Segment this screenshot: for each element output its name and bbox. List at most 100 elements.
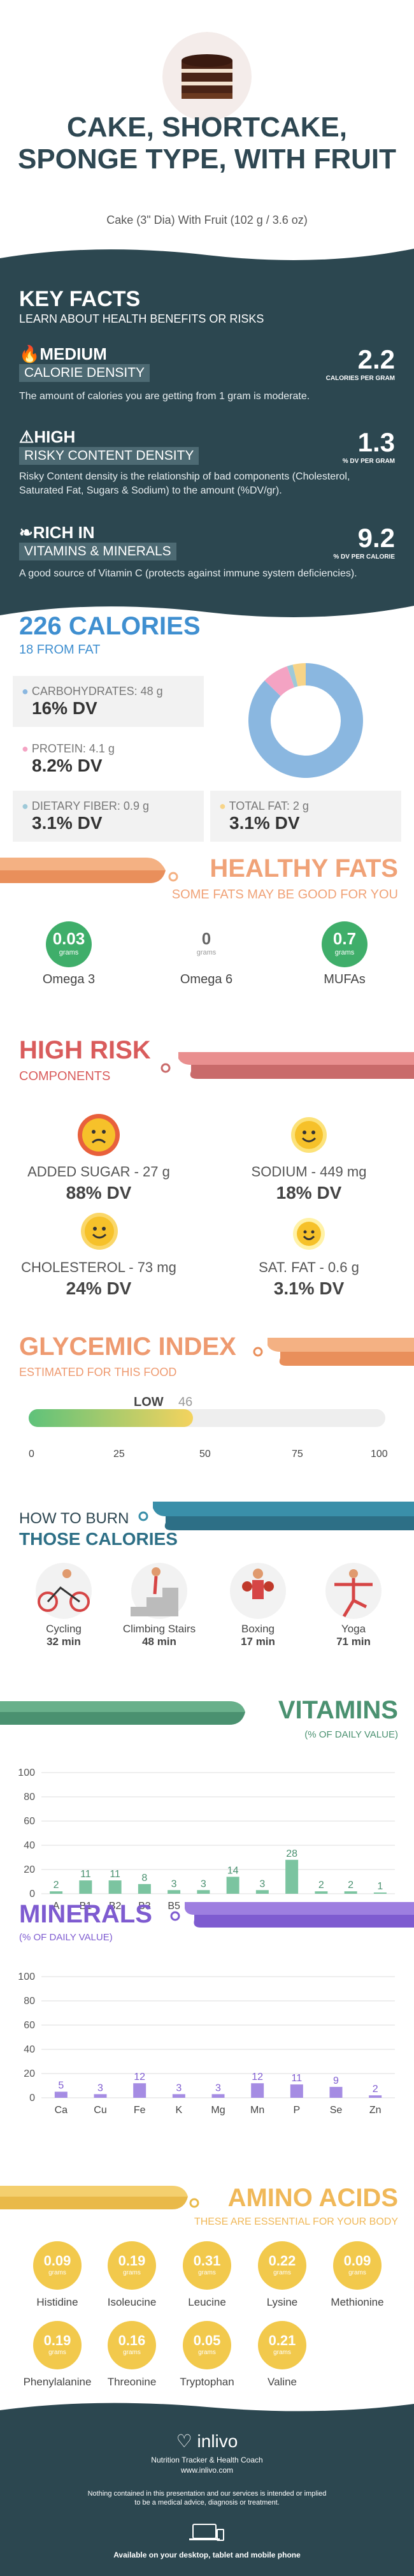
amino-item: 0.19 grams Isoleucine bbox=[97, 2241, 167, 2309]
y-tick-label: 80 bbox=[24, 1996, 35, 2007]
x-tick-label: A bbox=[53, 1901, 60, 1912]
boxing-icon bbox=[230, 1563, 286, 1619]
mufa-label: MUFAs bbox=[324, 972, 366, 986]
key-facts-section: KEY FACTS LEARN ABOUT HEALTH BENEFITS OR… bbox=[0, 242, 414, 625]
gi-tick: 100 bbox=[371, 1449, 388, 1460]
bar-value-label: 3 bbox=[201, 1878, 206, 1889]
y-tick-label: 20 bbox=[24, 2068, 35, 2079]
amino-name: Leucine bbox=[188, 2296, 226, 2308]
sat-fat-dv: 3.1% DV bbox=[273, 1278, 345, 1298]
amino-name: Tryptophan bbox=[180, 2376, 234, 2388]
added-sugar-label: ADDED SUGAR - 27 g bbox=[27, 1164, 170, 1180]
key-facts-title: KEY FACTS bbox=[19, 287, 141, 311]
donut-slice bbox=[292, 663, 306, 687]
sodium-label: SODIUM - 449 mg bbox=[251, 1164, 367, 1180]
bar bbox=[211, 2094, 225, 2098]
x-tick-label: Mg bbox=[211, 2105, 225, 2116]
activity-cycling: Cycling 32 min bbox=[22, 1562, 105, 1648]
amino-circle: 0.22 grams bbox=[258, 2241, 306, 2290]
protein-label: PROTEIN: 4.1 g bbox=[31, 742, 115, 755]
smile-face-icon bbox=[80, 1211, 119, 1254]
unit-label: grams bbox=[48, 2349, 66, 2356]
y-tick-label: 20 bbox=[24, 1864, 35, 1875]
unit-label: grams bbox=[273, 2349, 291, 2356]
bar bbox=[329, 2086, 343, 2098]
amino-name: Isoleucine bbox=[107, 2296, 157, 2308]
amino-value: 0.16 bbox=[118, 2332, 146, 2348]
bar bbox=[172, 2094, 185, 2098]
fact-calorie-density: 🔥MEDIUM CALORIE DENSITY 2.2 CALORIES PER… bbox=[19, 344, 395, 404]
fact-desc: A good source of Vitamin C (protects aga… bbox=[19, 568, 357, 579]
carb-label: CARBOHYDRATES: 48 g bbox=[31, 685, 163, 698]
fire-icon: 🔥 bbox=[19, 344, 40, 363]
donut-slice bbox=[264, 666, 295, 696]
burn-activities: Cycling 32 min Climbing Stairs 48 min Bo… bbox=[19, 1562, 395, 1651]
heart-icon: ♡ bbox=[176, 2431, 192, 2451]
fiber-label: DIETARY FIBER: 0.9 g bbox=[31, 800, 149, 812]
fat-label: TOTAL FAT: 2 g bbox=[229, 800, 309, 812]
bar-value-label: 8 bbox=[141, 1873, 147, 1884]
leaf-icon: ❧ bbox=[19, 523, 33, 542]
y-tick-label: 100 bbox=[18, 1972, 35, 1982]
mufa-circle: 0.7 grams bbox=[322, 921, 368, 967]
x-tick-label: Mn bbox=[250, 2105, 264, 2116]
glycemic-banner bbox=[253, 1338, 414, 1366]
activity-climbing: Climbing Stairs 48 min bbox=[118, 1562, 201, 1648]
sat-fat-label: SAT. FAT - 0.6 g bbox=[259, 1259, 359, 1275]
fact-label: CALORIE DENSITY bbox=[19, 364, 150, 382]
amino-value: 0.19 bbox=[43, 2332, 71, 2348]
activity-time: 71 min bbox=[336, 1636, 371, 1648]
fact-label: VITAMINS & MINERALS bbox=[19, 543, 176, 560]
x-tick-label: Zn bbox=[369, 2105, 382, 2116]
bar-value-label: 12 bbox=[252, 2072, 263, 2082]
bar-value-label: 28 bbox=[286, 1848, 297, 1859]
minerals-banner bbox=[170, 1902, 414, 1928]
fact-tag: RICH IN bbox=[32, 523, 95, 542]
amino-circle: 0.19 grams bbox=[33, 2321, 82, 2369]
footer: ♡ inlivo Nutrition Tracker & Health Coac… bbox=[0, 2397, 414, 2576]
fact-unit: % DV PER GRAM bbox=[342, 458, 395, 465]
bar-value-label: 11 bbox=[110, 1869, 120, 1880]
minerals-title: MINERALS bbox=[19, 1900, 152, 1928]
footer-url[interactable]: www.inlivo.com bbox=[180, 2466, 234, 2475]
glycemic-fill bbox=[29, 1409, 193, 1427]
unit-label: grams bbox=[59, 949, 79, 956]
calories-from-fat: 18 FROM FAT bbox=[19, 643, 101, 657]
bar-value-label: 9 bbox=[333, 2075, 339, 2086]
x-tick-label: B1 bbox=[80, 1901, 92, 1912]
bar-value-label: 3 bbox=[215, 2082, 221, 2093]
amino-circle: 0.16 grams bbox=[108, 2321, 156, 2369]
healthy-fats-subtitle: SOME FATS MAY BE GOOD FOR YOU bbox=[171, 888, 398, 902]
gi-tick: 50 bbox=[199, 1449, 211, 1460]
bar-value-label: 2 bbox=[318, 1880, 324, 1891]
key-facts-subtitle: LEARN ABOUT HEALTH BENEFITS OR RISKS bbox=[19, 312, 264, 325]
footer-disclaimer-1: Nothing contained in this presentation a… bbox=[87, 2490, 327, 2498]
x-tick-label: Ca bbox=[55, 2105, 68, 2116]
donut-slice bbox=[287, 664, 298, 687]
devices-icon bbox=[0, 2523, 414, 2545]
sad-face-icon bbox=[76, 1113, 121, 1160]
amino-value: 0.05 bbox=[193, 2332, 221, 2348]
unit-label: grams bbox=[273, 2269, 291, 2276]
calorie-donut-chart bbox=[248, 663, 363, 778]
y-tick-label: 40 bbox=[24, 2044, 35, 2055]
omega6-label: Omega 6 bbox=[180, 972, 233, 986]
omega3-label: Omega 3 bbox=[42, 972, 96, 986]
minerals-chart: 0 20 40 60 80 100 5 Ca 3 Cu 12 Fe 3 K 3 Mg 12 Mn 11 P 9 Se 2 Zn bbox=[18, 1972, 395, 2116]
burn-title-2: THOSE CALORIES bbox=[19, 1529, 178, 1549]
bar bbox=[251, 2083, 264, 2098]
unit-label: grams bbox=[48, 2269, 66, 2276]
amino-item: 0.09 grams Histidine bbox=[22, 2241, 92, 2309]
fact-unit: % DV PER CALORIE bbox=[333, 553, 395, 560]
amino-name: Histidine bbox=[36, 2296, 78, 2308]
amino-value: 0.09 bbox=[343, 2253, 371, 2269]
bar bbox=[108, 1880, 122, 1894]
bar bbox=[138, 1884, 151, 1894]
y-tick-label: 40 bbox=[24, 1840, 35, 1851]
smile-face-icon bbox=[290, 1116, 328, 1157]
bar-value-label: 11 bbox=[80, 1869, 91, 1880]
y-tick-label: 0 bbox=[29, 1889, 35, 1899]
bar-value-label: 3 bbox=[171, 1878, 177, 1889]
activity-time: 48 min bbox=[142, 1636, 176, 1648]
x-tick-label: Fe bbox=[134, 2105, 146, 2116]
